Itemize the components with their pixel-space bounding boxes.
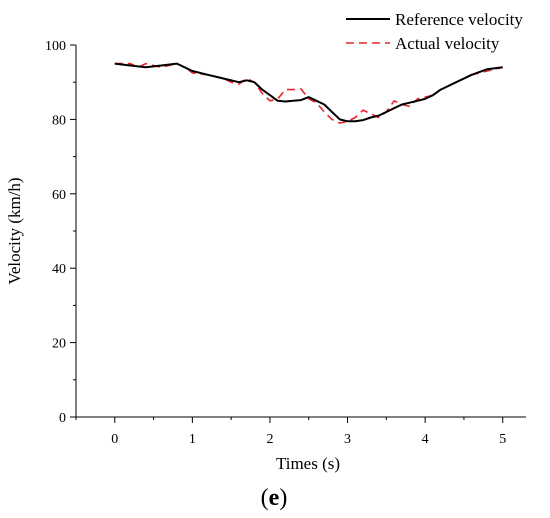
y-tick-label: 60 bbox=[52, 188, 66, 203]
x-tick-label: 2 bbox=[266, 432, 273, 447]
y-tick-label: 100 bbox=[45, 39, 66, 54]
panel-label: (e) bbox=[261, 485, 288, 511]
legend-reference-label: Reference velocity bbox=[395, 10, 523, 29]
actual-velocity-line bbox=[114, 62, 503, 124]
x-axis-ticks: 0 1 2 3 4 5 bbox=[75, 417, 506, 447]
x-tick-label: 0 bbox=[111, 432, 118, 447]
panel-label-open: ( bbox=[261, 485, 269, 511]
x-tick-label: 4 bbox=[422, 432, 429, 447]
reference-velocity-line bbox=[114, 62, 503, 123]
panel-label-close: ) bbox=[279, 485, 287, 511]
legend: Reference velocity Actual velocity bbox=[346, 10, 523, 53]
x-tick-label: 1 bbox=[189, 432, 196, 447]
x-tick-label: 3 bbox=[344, 432, 351, 447]
y-tick-label: 20 bbox=[52, 337, 66, 352]
legend-actual-label: Actual velocity bbox=[395, 34, 500, 53]
y-axis-title: Velocity (km/h) bbox=[5, 177, 24, 284]
plot-area: 0 20 40 60 80 100 0 1 2 3 4 5 bbox=[45, 39, 526, 447]
y-tick-label: 80 bbox=[52, 113, 66, 128]
y-axis-ticks: 0 20 40 60 80 100 bbox=[45, 39, 76, 426]
y-tick-label: 0 bbox=[59, 411, 66, 426]
y-tick-label: 40 bbox=[52, 262, 66, 277]
x-axis-title: Times (s) bbox=[276, 454, 340, 473]
panel-label-letter: e bbox=[269, 485, 280, 511]
x-tick-label: 5 bbox=[499, 432, 506, 447]
series-lines bbox=[114, 62, 503, 124]
